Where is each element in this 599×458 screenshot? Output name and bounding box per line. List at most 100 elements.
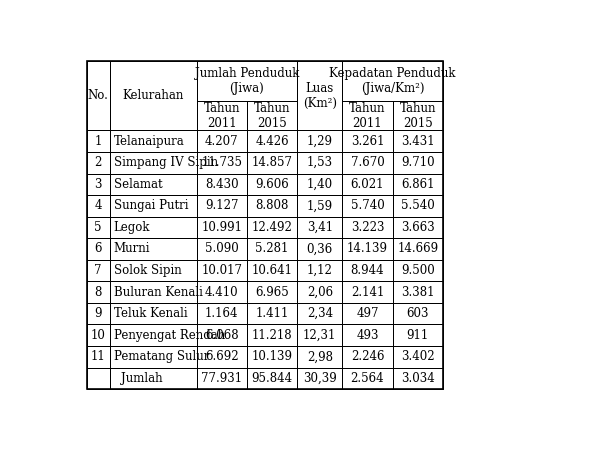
Text: 6.692: 6.692 [205, 350, 238, 363]
Bar [297, 174, 342, 195]
Bar [342, 61, 443, 101]
Text: 3.663: 3.663 [401, 221, 435, 234]
Text: Legok: Legok [114, 221, 150, 234]
Text: 10: 10 [90, 329, 105, 342]
Text: Pematang Sulur: Pematang Sulur [114, 350, 209, 363]
Bar [297, 131, 342, 152]
Text: 12,31: 12,31 [303, 329, 337, 342]
Text: 9.500: 9.500 [401, 264, 435, 277]
Bar [297, 346, 342, 368]
Bar [86, 368, 110, 389]
Bar [297, 217, 342, 238]
Text: 911: 911 [407, 329, 429, 342]
Text: 10.017: 10.017 [201, 264, 242, 277]
Bar [342, 152, 392, 174]
Bar [247, 174, 297, 195]
Bar [196, 238, 247, 260]
Bar [196, 101, 247, 131]
Text: 2,34: 2,34 [307, 307, 333, 320]
Text: 14.669: 14.669 [397, 242, 438, 256]
Text: 1,12: 1,12 [307, 264, 332, 277]
Text: 497: 497 [356, 307, 379, 320]
Bar [110, 152, 196, 174]
Text: 4: 4 [95, 199, 102, 213]
Bar [196, 368, 247, 389]
Text: 4.410: 4.410 [205, 286, 238, 299]
Text: 9.606: 9.606 [255, 178, 289, 191]
Bar [392, 174, 443, 195]
Text: Telanaipura: Telanaipura [114, 135, 184, 147]
Bar [196, 346, 247, 368]
Bar [196, 195, 247, 217]
Bar [297, 152, 342, 174]
Bar [392, 346, 443, 368]
Text: 10.991: 10.991 [201, 221, 242, 234]
Text: 1: 1 [95, 135, 102, 147]
Bar [392, 281, 443, 303]
Bar [86, 61, 110, 131]
Bar [392, 238, 443, 260]
Text: Jumlah Penduduk
(Jiwa): Jumlah Penduduk (Jiwa) [195, 67, 299, 95]
Bar [247, 260, 297, 281]
Bar [247, 195, 297, 217]
Text: 14.139: 14.139 [347, 242, 388, 256]
Bar [342, 195, 392, 217]
Text: 5.281: 5.281 [255, 242, 289, 256]
Text: Kepadatan Penduduk
(Jiwa/Km²): Kepadatan Penduduk (Jiwa/Km²) [329, 67, 456, 95]
Text: 6.965: 6.965 [255, 286, 289, 299]
Text: 7: 7 [95, 264, 102, 277]
Text: Tahun
2015: Tahun 2015 [400, 102, 436, 130]
Bar [247, 368, 297, 389]
Bar [342, 217, 392, 238]
Bar [392, 152, 443, 174]
Bar [196, 152, 247, 174]
Bar [392, 303, 443, 324]
Bar [196, 131, 247, 152]
Text: 3.223: 3.223 [350, 221, 384, 234]
Bar [297, 368, 342, 389]
Bar [297, 324, 342, 346]
Bar [342, 260, 392, 281]
Text: 12.492: 12.492 [252, 221, 292, 234]
Bar [247, 303, 297, 324]
Bar [342, 368, 392, 389]
Bar [297, 303, 342, 324]
Bar [247, 101, 297, 131]
Bar [86, 61, 443, 389]
Bar [342, 101, 392, 131]
Text: 77.931: 77.931 [201, 372, 243, 385]
Bar [297, 195, 342, 217]
Text: Luas
(Km²): Luas (Km²) [302, 82, 337, 110]
Text: Tahun
2015: Tahun 2015 [254, 102, 291, 130]
Text: 5.540: 5.540 [401, 199, 435, 213]
Bar [392, 131, 443, 152]
Bar [86, 324, 110, 346]
Bar [86, 346, 110, 368]
Bar [196, 61, 297, 101]
Text: 3.431: 3.431 [401, 135, 435, 147]
Bar [392, 260, 443, 281]
Text: 3: 3 [95, 178, 102, 191]
Bar [110, 217, 196, 238]
Text: Simpang IV Sipin: Simpang IV Sipin [114, 156, 218, 169]
Bar [196, 303, 247, 324]
Bar [247, 281, 297, 303]
Text: 6.021: 6.021 [350, 178, 384, 191]
Bar [86, 303, 110, 324]
Text: 1,40: 1,40 [307, 178, 333, 191]
Bar [86, 281, 110, 303]
Bar [297, 260, 342, 281]
Bar [342, 238, 392, 260]
Bar [196, 217, 247, 238]
Text: Selamat: Selamat [114, 178, 162, 191]
Text: 8.808: 8.808 [255, 199, 289, 213]
Bar [297, 238, 342, 260]
Text: 8: 8 [95, 286, 102, 299]
Text: Buluran Kenali: Buluran Kenali [114, 286, 202, 299]
Text: Tahun
2011: Tahun 2011 [349, 102, 386, 130]
Text: Tahun
2011: Tahun 2011 [204, 102, 240, 130]
Text: 6: 6 [95, 242, 102, 256]
Text: 6.861: 6.861 [401, 178, 434, 191]
Bar [110, 238, 196, 260]
Text: Teluk Kenali: Teluk Kenali [114, 307, 187, 320]
